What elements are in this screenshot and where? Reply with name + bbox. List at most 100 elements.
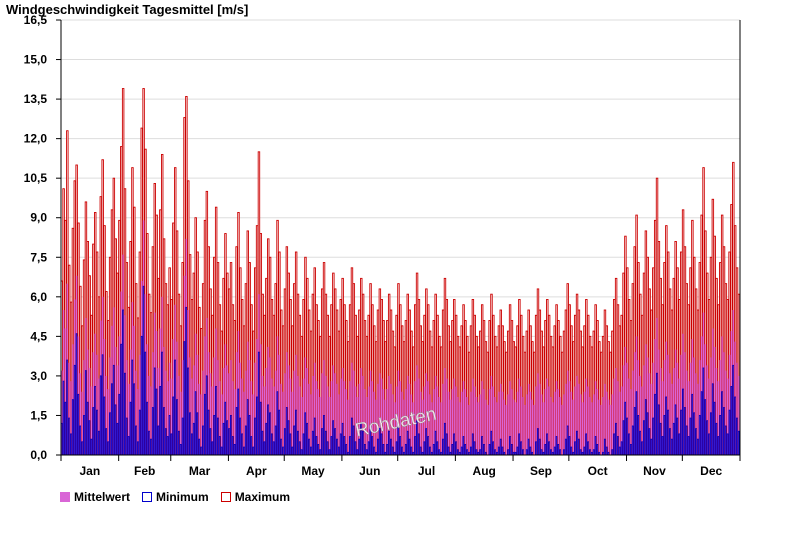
bar-mean bbox=[98, 378, 101, 455]
legend-swatch-maximum bbox=[220, 492, 231, 502]
y-tick-label: 9,0 bbox=[30, 211, 47, 225]
bar-mean bbox=[496, 402, 499, 455]
x-tick-label: Nov bbox=[643, 464, 666, 478]
bar-mean bbox=[340, 378, 342, 455]
legend-item-maximum: Maximum bbox=[220, 490, 290, 504]
bar-mean bbox=[527, 383, 530, 455]
bar-mean bbox=[405, 389, 408, 455]
bar-mean bbox=[613, 378, 616, 455]
bar-mean bbox=[425, 373, 428, 455]
bar-mean bbox=[695, 373, 698, 455]
bar-mean bbox=[660, 368, 662, 455]
bar-mean bbox=[222, 368, 225, 455]
bar-mean bbox=[202, 370, 205, 455]
bar-mean bbox=[213, 357, 216, 455]
bar-mean bbox=[217, 360, 220, 455]
bar-mean bbox=[116, 365, 119, 455]
bar-mean bbox=[593, 394, 595, 455]
bar-mean bbox=[90, 386, 93, 455]
bar-mean bbox=[421, 399, 424, 455]
bar-mean bbox=[163, 346, 166, 455]
bar-mean bbox=[306, 368, 309, 455]
legend-swatch-mean bbox=[60, 492, 70, 502]
bar-mean bbox=[706, 365, 709, 455]
bar-mean bbox=[487, 404, 489, 455]
bar-mean bbox=[300, 397, 303, 455]
bar-mean bbox=[719, 360, 722, 455]
bar-mean bbox=[343, 381, 346, 455]
bar-mean bbox=[392, 394, 395, 455]
bar-mean bbox=[380, 378, 383, 455]
bar-mean bbox=[537, 373, 540, 455]
y-tick-label: 3,0 bbox=[30, 369, 47, 383]
bar-mean bbox=[243, 391, 246, 455]
bar-mean bbox=[407, 375, 409, 455]
bar-mean bbox=[490, 375, 493, 455]
bar-mean bbox=[414, 381, 417, 455]
bar-mean bbox=[619, 391, 621, 455]
bar-mean bbox=[501, 391, 504, 455]
bar-mean bbox=[412, 402, 415, 455]
y-tick-label: 7,5 bbox=[30, 250, 47, 264]
bar-mean bbox=[379, 373, 382, 455]
bar-mean bbox=[293, 370, 296, 455]
bar-mean bbox=[336, 383, 339, 455]
bar-mean bbox=[494, 397, 497, 455]
bar-mean bbox=[684, 352, 687, 455]
bar-mean bbox=[444, 368, 447, 455]
bar-mean bbox=[263, 386, 266, 455]
bar-mean bbox=[658, 349, 661, 455]
bar-mean bbox=[260, 344, 262, 455]
bar-mean bbox=[687, 381, 690, 455]
bar-mean bbox=[693, 357, 696, 455]
bar-mean bbox=[356, 397, 359, 455]
bar-mean bbox=[319, 397, 322, 455]
bar-mean bbox=[561, 404, 564, 455]
bar-mean bbox=[738, 375, 741, 455]
bar-mean bbox=[61, 370, 63, 455]
y-tick-label: 12,0 bbox=[24, 132, 48, 146]
bar-mean bbox=[261, 375, 264, 455]
bar-mean bbox=[291, 391, 294, 455]
bar-mean bbox=[572, 399, 575, 455]
bar-mean bbox=[639, 375, 642, 455]
bar-mean bbox=[563, 394, 566, 455]
bar-mean bbox=[107, 389, 110, 455]
bar-mean bbox=[475, 397, 478, 455]
bar-mean bbox=[470, 391, 473, 455]
x-tick-label: Aug bbox=[473, 464, 496, 478]
bar-mean bbox=[420, 391, 422, 455]
bar-mean bbox=[220, 394, 223, 455]
bar-mean bbox=[68, 362, 71, 455]
bar-mean bbox=[189, 357, 192, 455]
bar-mean bbox=[165, 370, 168, 455]
bar-mean bbox=[388, 375, 391, 455]
bar-mean bbox=[514, 402, 517, 455]
bar-mean bbox=[535, 386, 538, 455]
bar-mean bbox=[167, 381, 169, 455]
bar-mean bbox=[79, 373, 82, 455]
bar-mean bbox=[433, 389, 435, 455]
bar-mean bbox=[191, 378, 194, 455]
bar-mean bbox=[330, 381, 333, 455]
bar-mean bbox=[689, 362, 692, 455]
bar-mean bbox=[312, 375, 315, 455]
bar-mean bbox=[736, 362, 739, 455]
bar-mean bbox=[473, 386, 476, 455]
bar-mean bbox=[219, 381, 222, 455]
legend-swatch-minimum bbox=[142, 492, 153, 502]
bar-mean bbox=[96, 354, 99, 455]
bar-mean bbox=[611, 394, 614, 455]
bar-mean bbox=[239, 362, 242, 455]
x-tick-label: May bbox=[301, 464, 325, 478]
bar-mean bbox=[717, 381, 720, 455]
bar-mean bbox=[568, 381, 571, 455]
bar-mean bbox=[667, 354, 670, 455]
bar-mean bbox=[299, 386, 302, 455]
bar-mean bbox=[248, 360, 251, 455]
bar-mean bbox=[234, 389, 236, 455]
y-tick-label: 10,5 bbox=[24, 171, 48, 185]
legend-item-mean: Mittelwert bbox=[60, 490, 130, 504]
bar-mean bbox=[338, 394, 341, 455]
bar-mean bbox=[652, 362, 655, 455]
